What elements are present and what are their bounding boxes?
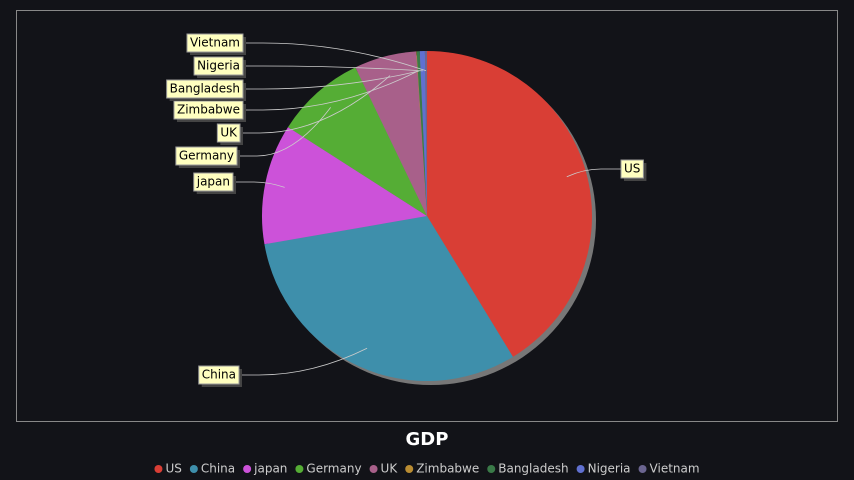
slice-label: China — [198, 365, 242, 387]
slice-label: Germany — [175, 146, 240, 168]
label-text: UK — [220, 126, 238, 140]
slice-label: Bangladesh — [166, 79, 246, 101]
label-text: Germany — [179, 149, 234, 163]
legend-marker — [405, 465, 414, 473]
label-box — [216, 123, 241, 143]
legend-label: US — [165, 462, 181, 476]
label-text: US — [624, 162, 640, 176]
label-box — [193, 172, 234, 192]
label-connector — [239, 347, 368, 376]
pie-slice — [427, 51, 592, 357]
legend-marker — [638, 465, 647, 473]
pie-slice — [416, 51, 427, 216]
label-text: Vietnam — [190, 36, 240, 50]
plot-border — [16, 10, 838, 422]
legend-marker — [369, 465, 378, 473]
legend-marker — [576, 465, 585, 473]
label-box — [198, 365, 240, 385]
slice-label: Zimbabwe — [173, 100, 246, 122]
label-text: Bangladesh — [170, 82, 240, 96]
legend-label: Bangladesh — [498, 462, 568, 476]
legend-label: Germany — [306, 462, 361, 476]
label-connector — [243, 42, 427, 72]
pie-slice — [419, 51, 427, 216]
chart-title: GDP — [406, 429, 449, 450]
slice-label: US — [620, 159, 647, 181]
legend-label: UK — [381, 462, 399, 476]
legend-label: japan — [253, 462, 287, 476]
pie-slice — [355, 51, 427, 216]
label-connector — [233, 181, 285, 188]
slice-label: japan — [193, 172, 236, 194]
legend-marker — [487, 465, 496, 473]
label-connector — [566, 168, 621, 178]
label-connector — [240, 75, 391, 134]
label-text: Nigeria — [197, 59, 240, 73]
label-box — [193, 56, 244, 76]
slice-label: UK — [216, 123, 243, 145]
label-box — [166, 79, 244, 99]
legend-marker — [154, 465, 163, 473]
pie-slice — [262, 127, 427, 245]
label-connector — [243, 70, 418, 111]
label-box — [186, 33, 244, 53]
label-box — [175, 146, 238, 166]
legend: US China japan Germany UK Zimbabwe Bangladesh N… — [154, 462, 700, 476]
label-connector — [243, 70, 420, 90]
legend-label: Zimbabwe — [416, 462, 479, 476]
label-text: China — [202, 368, 236, 382]
slice-label: Nigeria — [193, 56, 246, 78]
legend-marker — [243, 465, 252, 473]
label-text: japan — [196, 175, 230, 189]
pie-slice — [264, 216, 513, 381]
label-connector — [237, 107, 331, 157]
label-text: Zimbabwe — [177, 103, 240, 117]
legend-label: China — [201, 462, 235, 476]
pie-slice — [424, 51, 427, 216]
label-connector — [243, 65, 423, 72]
legend-marker — [295, 465, 304, 473]
label-box — [620, 159, 644, 179]
legend-label: Vietnam — [650, 462, 700, 476]
pie-slice — [416, 51, 427, 217]
legend-marker — [189, 465, 198, 473]
legend-label: Nigeria — [588, 462, 631, 476]
slice-label: Vietnam — [186, 33, 246, 55]
